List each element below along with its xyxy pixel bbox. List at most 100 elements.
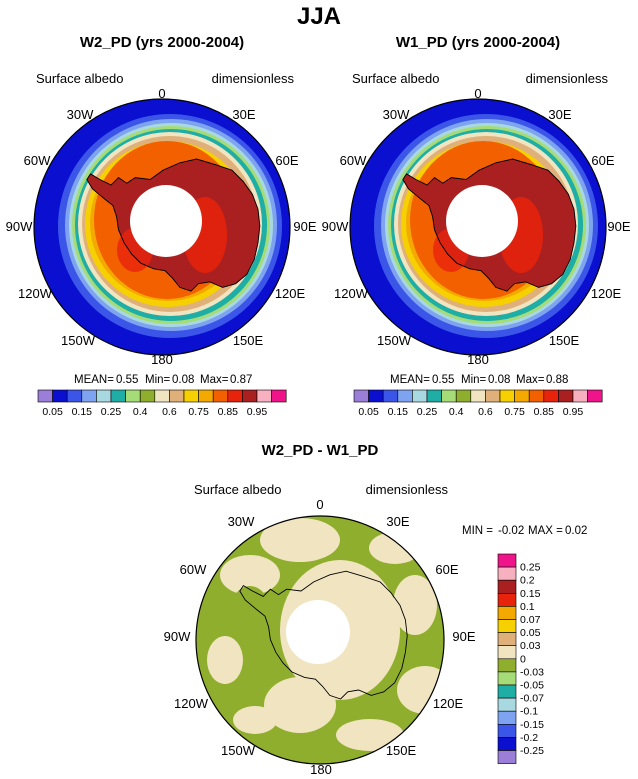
mean-label: MEAN= xyxy=(390,374,430,386)
max-label: Max= xyxy=(200,374,229,386)
difference-map xyxy=(196,516,444,764)
colorbar-tick-label: 0.85 xyxy=(218,406,239,418)
colorbar-tick-label: 0.95 xyxy=(563,406,584,418)
lon-label-120w: 120W xyxy=(18,286,53,301)
diff-patch xyxy=(233,706,277,734)
colorbar-tick-label: -0.03 xyxy=(520,666,544,678)
lon-label-150e: 150E xyxy=(233,333,264,348)
colorbar-tick-label: 0.15 xyxy=(520,588,541,600)
lon-label-60e: 60E xyxy=(275,153,298,168)
colorbar-tick-label: 0.07 xyxy=(520,614,541,626)
lon-label-90w: 90W xyxy=(322,219,349,234)
stats-line: MEAN= 0.55 Min= 0.08 Max= 0.88 xyxy=(390,374,568,386)
lon-label-30e: 30E xyxy=(386,514,409,529)
colorbar-tick-label: 0.15 xyxy=(388,406,409,418)
diff-patch xyxy=(220,555,280,595)
colorbar-box xyxy=(497,566,517,581)
panel-difference: W2_PD - W1_PD Surface albedo dimensionle… xyxy=(164,442,588,777)
colorbar-box xyxy=(412,389,428,403)
lon-label-60w: 60W xyxy=(180,562,207,577)
mean-value: 0.55 xyxy=(116,374,138,386)
max-value: 0.88 xyxy=(546,374,568,386)
colorbar-tick-label: 0.75 xyxy=(504,406,525,418)
figure-title: JJA xyxy=(297,3,341,30)
diff-patch-neg xyxy=(413,535,437,555)
colorbar-box xyxy=(426,389,442,403)
lon-label-90w: 90W xyxy=(6,219,33,234)
lon-label-150e: 150E xyxy=(549,333,580,348)
diff-patch xyxy=(260,518,340,562)
colorbar-box xyxy=(37,389,53,403)
colorbar-tick-label: -0.2 xyxy=(520,732,538,744)
colorbar-box xyxy=(485,389,501,403)
albedo-map xyxy=(34,99,290,355)
colorbar-tick-label: -0.05 xyxy=(520,680,544,692)
map-border xyxy=(33,98,291,356)
lon-label-120w: 120W xyxy=(334,286,369,301)
colorbar-box xyxy=(227,389,243,403)
polar-hole xyxy=(130,185,202,257)
max-label: MAX = xyxy=(528,525,563,537)
lon-label-60w: 60W xyxy=(24,153,51,168)
lon-label-120e: 120E xyxy=(275,286,306,301)
colorbar-box xyxy=(572,389,588,403)
colorbar-box xyxy=(497,592,517,607)
lon-label-180: 180 xyxy=(310,762,332,777)
colorbar: 0.05 0.15 0.25 0.4 0.6 0.75 0.85 0.95 xyxy=(353,389,603,418)
diff-patch-neg xyxy=(230,586,270,638)
min-label: MIN = xyxy=(462,525,493,537)
lon-label-90w: 90W xyxy=(164,629,191,644)
colorbar-tick-label: 0.1 xyxy=(520,601,535,613)
max-label: Max= xyxy=(516,374,545,386)
colorbar-box xyxy=(242,389,258,403)
lon-label-0: 0 xyxy=(158,86,165,101)
colorbar-box xyxy=(81,389,97,403)
lon-label-30w: 30W xyxy=(67,107,94,122)
colorbar-tick-label: 0.05 xyxy=(358,406,379,418)
colorbar-box xyxy=(497,723,517,738)
colorbar-tick-label: 0.6 xyxy=(478,406,493,418)
stats-line: MIN = -0.02 MAX = 0.02 xyxy=(462,525,587,537)
lon-label-150w: 150W xyxy=(221,743,256,758)
colorbar-tick-label: -0.25 xyxy=(520,745,544,757)
units-label: dimensionless xyxy=(212,71,295,86)
colorbar-box xyxy=(441,389,457,403)
colorbar-box xyxy=(587,389,603,403)
colorbar: 0.250.20.150.10.070.050.030-0.03-0.05-0.… xyxy=(497,553,544,764)
colorbar-box xyxy=(497,645,517,660)
panel-w2-pd: W2_PD (yrs 2000-2004) Surface albedo dim… xyxy=(6,34,317,418)
colorbar-box xyxy=(66,389,83,403)
min-value: -0.02 xyxy=(498,525,524,537)
diff-patch xyxy=(207,636,243,684)
colorbar-box xyxy=(368,389,384,403)
colorbar-box xyxy=(110,389,126,403)
map-border xyxy=(195,515,445,765)
colorbar-box xyxy=(497,553,517,568)
lon-label-120e: 120E xyxy=(591,286,622,301)
lon-label-0: 0 xyxy=(474,86,481,101)
min-value: 0.08 xyxy=(488,374,510,386)
min-label: Min= xyxy=(145,374,171,386)
diff-patch xyxy=(336,719,404,751)
colorbar-box xyxy=(139,389,156,403)
diff-patch xyxy=(393,575,437,635)
polar-hole xyxy=(446,185,518,257)
colorbar-tick-label: 0.95 xyxy=(247,406,268,418)
lon-label-60e: 60E xyxy=(435,562,458,577)
polar-hole xyxy=(286,600,350,664)
lon-label-120e: 120E xyxy=(433,696,464,711)
colorbar-tick-label: 0.4 xyxy=(133,406,148,418)
min-label: Min= xyxy=(461,374,487,386)
variable-label: Surface albedo xyxy=(352,71,439,86)
mean-value: 0.55 xyxy=(432,374,454,386)
lon-label-60w: 60W xyxy=(340,153,367,168)
variable-label: Surface albedo xyxy=(194,482,281,497)
colorbar-box xyxy=(353,389,369,403)
colorbar-tick-label: 0.6 xyxy=(162,406,177,418)
lon-label-30w: 30W xyxy=(228,514,255,529)
colorbar-box xyxy=(125,389,141,403)
colorbar-box xyxy=(497,619,517,633)
colorbar-box xyxy=(543,389,559,403)
lon-label-120w: 120W xyxy=(174,696,209,711)
